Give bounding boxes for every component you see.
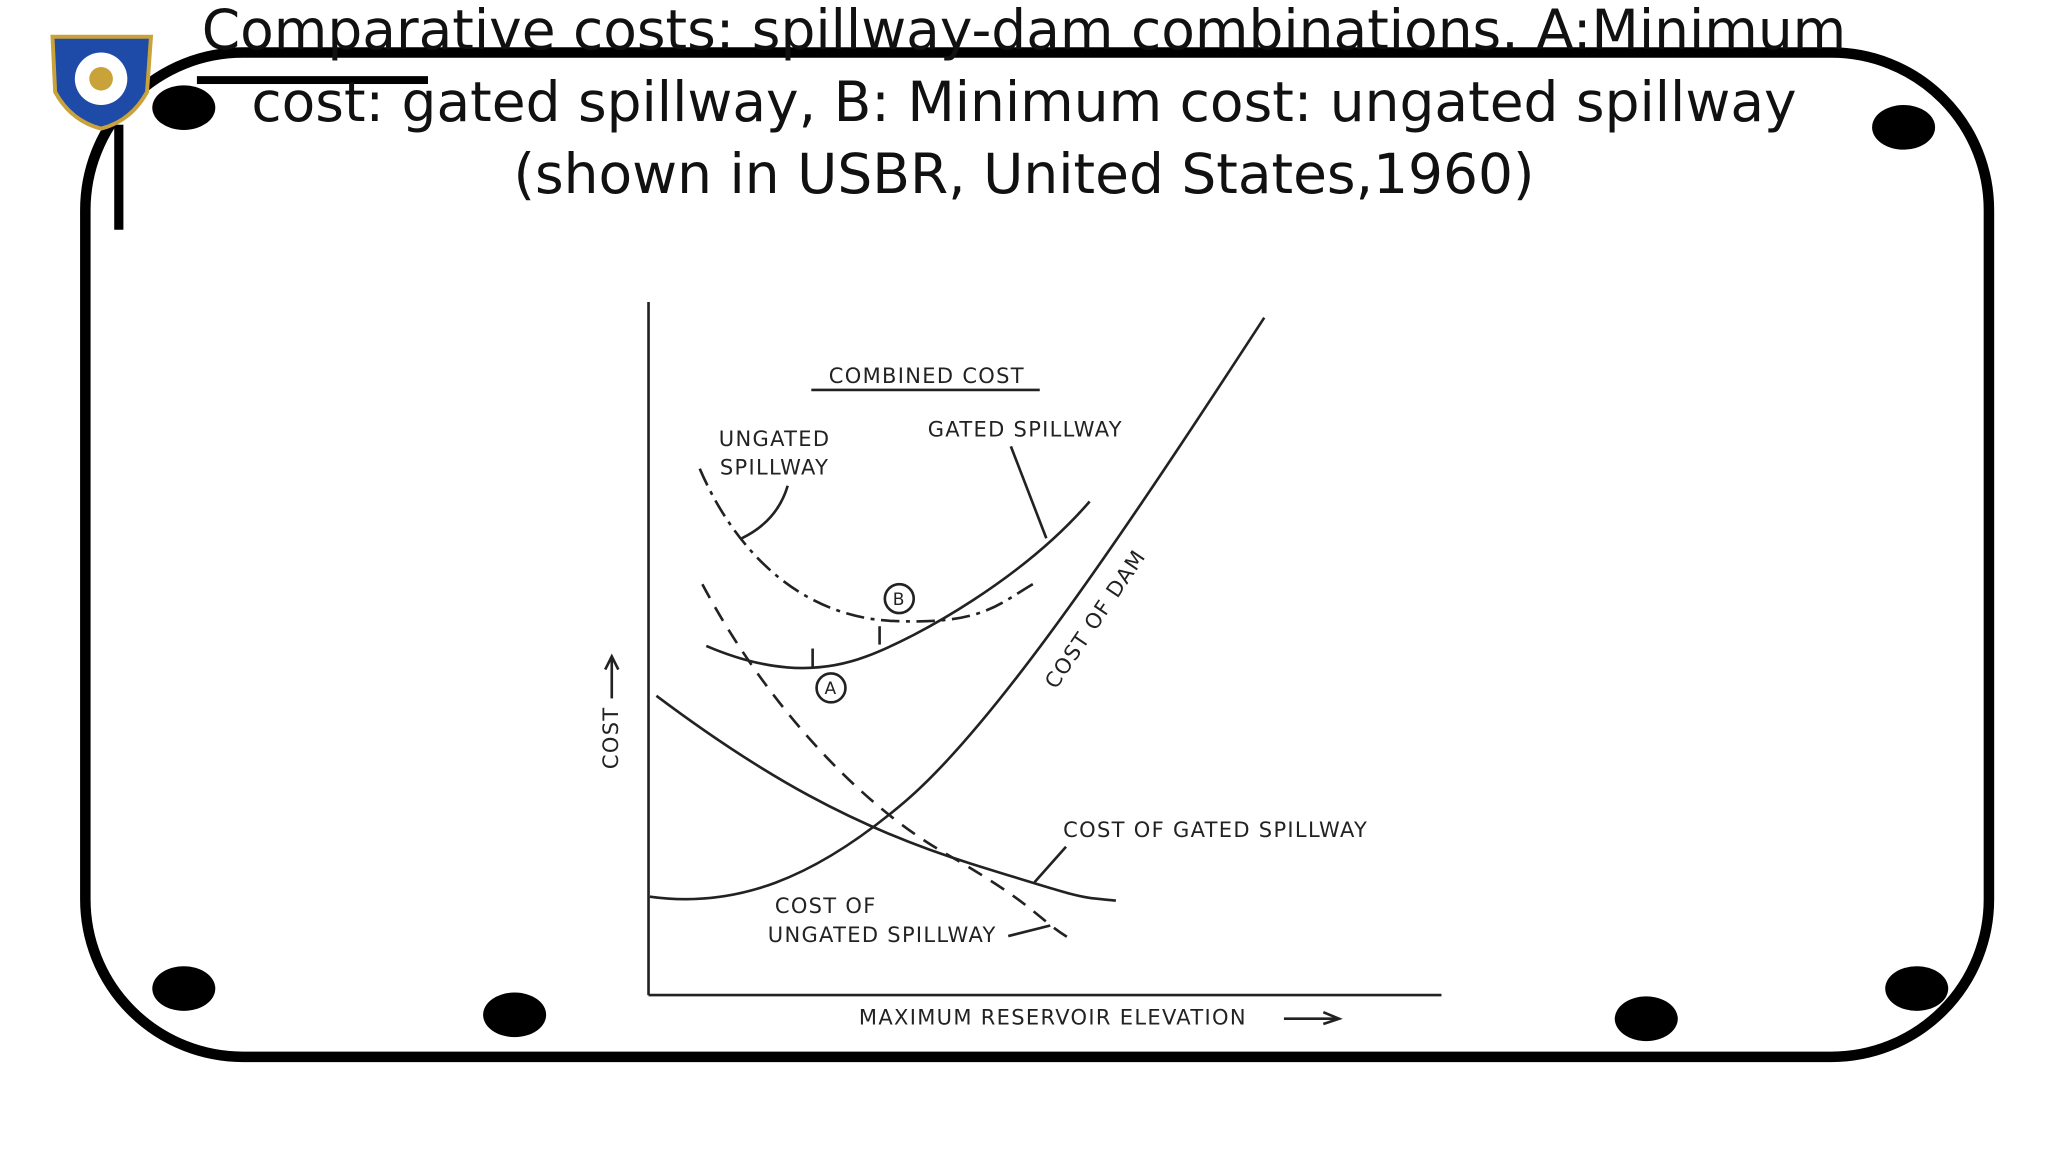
ungated-cost-label: UNGATED SPILLWAY bbox=[768, 923, 997, 947]
dam-curve bbox=[649, 316, 1266, 901]
ungated-cost-curve bbox=[701, 583, 1071, 940]
gated-label: GATED SPILLWAY bbox=[928, 418, 1123, 442]
slide-title: Comparative costs: spillway-dam combinat… bbox=[201, 0, 1847, 206]
x-axis-label: MAXIMUM RESERVOIR ELEVATION bbox=[859, 1006, 1247, 1030]
ungated-label: SPILLWAY bbox=[720, 456, 829, 480]
figure: COMBINED COST UNGATED SPILLWAY GATED SPI… bbox=[599, 301, 1442, 1030]
combined-cost-label: COMBINED COST bbox=[829, 364, 1025, 388]
gated-cost-label: COST OF GATED SPILLWAY bbox=[1063, 818, 1368, 842]
ungated-label: UNGATED bbox=[719, 427, 831, 451]
leaders bbox=[604, 388, 1343, 1026]
dam-label: COST OF DAM bbox=[1040, 545, 1151, 693]
ungated-combined-curve bbox=[698, 468, 1038, 623]
point-a: A bbox=[825, 679, 838, 699]
gated-combined-curve bbox=[705, 500, 1091, 670]
frame-dots bbox=[114, 76, 1949, 1042]
point-b: B bbox=[893, 590, 906, 610]
frame bbox=[80, 47, 1995, 1063]
logo bbox=[50, 34, 154, 131]
ungated-cost-label: COST OF bbox=[775, 894, 877, 918]
y-axis-label: COST bbox=[599, 707, 623, 770]
gated-cost-curve bbox=[655, 694, 1117, 902]
